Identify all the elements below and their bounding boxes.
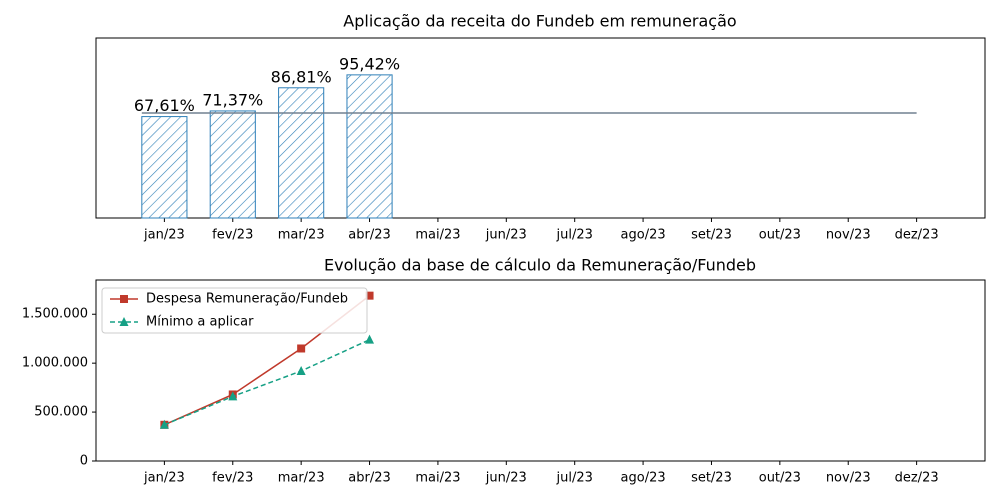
x-tick-label: set/23: [691, 228, 732, 243]
x-tick-label: mai/23: [415, 471, 460, 486]
value-label: 67,61%: [134, 96, 195, 115]
bar: [346, 74, 393, 219]
chart-title: Evolução da base de cálculo da Remuneraç…: [324, 256, 756, 275]
y-tick-label: 0: [80, 454, 88, 469]
x-tick-label: nov/23: [826, 228, 871, 243]
x-tick-label: set/23: [691, 471, 732, 486]
x-tick-label: dez/23: [895, 471, 939, 486]
legend: Despesa Remuneração/Fundeb Mínimo a aplic…: [101, 287, 368, 334]
y-tick-label: 1.500.000: [22, 307, 88, 322]
chart-title: Aplicação da receita do Fundeb em remune…: [343, 12, 736, 31]
value-label: 86,81%: [271, 67, 332, 86]
series-line: [164, 338, 370, 426]
marker: [365, 291, 374, 300]
x-tick-label: out/23: [759, 471, 801, 486]
legend-label: Mínimo a aplicar: [146, 315, 254, 330]
x-tick-label: fev/23: [212, 471, 253, 486]
legend-marker: [119, 317, 129, 326]
x-tick-label: dez/23: [895, 228, 939, 243]
legend-marker: [120, 295, 128, 303]
x-tick-label: mar/23: [278, 228, 325, 243]
value-label: 71,37%: [202, 90, 263, 109]
value-label: 95,42%: [339, 54, 400, 73]
y-tick-label: 500.000: [34, 405, 88, 420]
x-tick-label: out/23: [759, 228, 801, 243]
marker: [159, 419, 169, 429]
plot-frame: [95, 37, 986, 219]
x-tick-label: jul/23: [555, 228, 592, 243]
x-tick-label: jun/23: [485, 228, 527, 243]
x-tick-label: fev/23: [212, 228, 253, 243]
x-tick-label: jan/23: [143, 471, 185, 486]
legend-box: [101, 287, 368, 334]
marker: [297, 344, 306, 353]
y-tick-label: 1.000.000: [22, 356, 88, 371]
marker: [365, 334, 375, 344]
bar: [141, 116, 188, 219]
x-tick-label: mai/23: [415, 228, 460, 243]
legend-label: Despesa Remuneração/Fundeb: [146, 292, 348, 307]
x-tick-label: ago/23: [621, 228, 666, 243]
bar: [209, 110, 256, 219]
x-tick-label: nov/23: [826, 471, 871, 486]
x-tick-label: jul/23: [555, 471, 592, 486]
marker: [228, 391, 238, 401]
marker: [296, 365, 306, 375]
plot-frame: [95, 279, 986, 462]
bar: [278, 87, 325, 219]
x-tick-label: ago/23: [621, 471, 666, 486]
x-tick-label: jun/23: [485, 471, 527, 486]
x-tick-label: abr/23: [348, 471, 391, 486]
x-tick-label: mar/23: [278, 471, 325, 486]
x-tick-label: jan/23: [143, 228, 185, 243]
x-tick-label: abr/23: [348, 228, 391, 243]
